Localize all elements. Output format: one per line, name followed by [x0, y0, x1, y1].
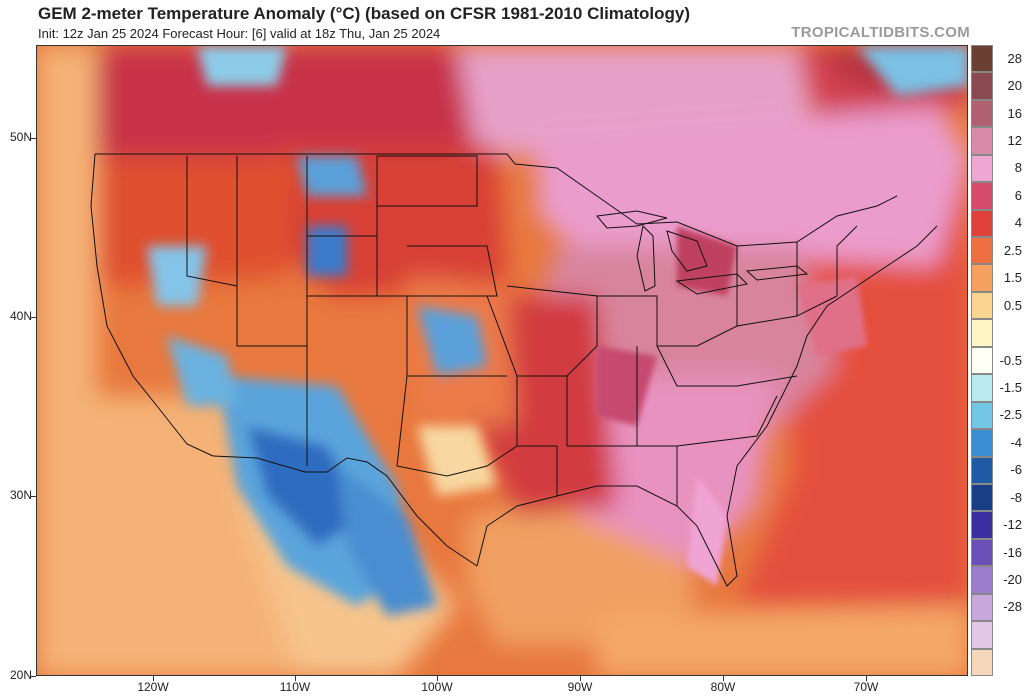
- legend-swatch: [971, 456, 993, 484]
- anomaly-map: [36, 45, 968, 676]
- legend-label: 28: [1007, 50, 1022, 66]
- legend-label: -8: [1010, 489, 1022, 505]
- lat-tick: [30, 496, 36, 497]
- legend-swatch: [971, 621, 993, 649]
- lat-label-20n: 20N: [9, 668, 32, 682]
- legend-label: -12: [1003, 517, 1022, 533]
- legend-swatch: [971, 182, 993, 210]
- site-credit: TROPICALTIDBITS.COM: [791, 24, 970, 41]
- legend-swatch: [971, 72, 993, 100]
- legend-label: 12: [1007, 133, 1022, 149]
- legend-swatch: [971, 648, 993, 676]
- map-title: GEM 2-meter Temperature Anomaly (°C) (ba…: [38, 4, 691, 23]
- legend-swatch: [971, 483, 993, 512]
- color-legend: 28 20 16 12 8 6 4 2.5 1.5 0.5 -0.5 -1.5 -2.5 -4 -6 -8 -1…: [968, 45, 1024, 676]
- legend-swatch: [971, 401, 993, 430]
- lat-label-30n: 30N: [9, 488, 32, 502]
- legend-swatch: [971, 291, 993, 320]
- legend-swatch: [971, 209, 993, 238]
- legend-label: 0.5: [1003, 297, 1022, 313]
- forecast-info: Init: 12z Jan 25 2024 Forecast Hour: [6]…: [38, 26, 441, 41]
- legend-swatch: [971, 319, 993, 347]
- lon-label-90w: 90W: [567, 680, 593, 694]
- legend-swatch: [971, 99, 993, 128]
- legend-label: -2.5: [999, 407, 1022, 423]
- lon-tick: [866, 676, 867, 681]
- legend-swatch: [971, 237, 993, 265]
- legend-swatch: [971, 374, 993, 402]
- legend-label: 6: [1014, 187, 1022, 203]
- legend-label: -1.5: [999, 379, 1022, 395]
- legend-label: -4: [1010, 434, 1022, 450]
- lon-tick: [153, 676, 154, 681]
- legend-label: 2.5: [1003, 242, 1022, 258]
- legend-swatch: [971, 346, 993, 375]
- lon-label-70w: 70W: [853, 680, 879, 694]
- warm-highlights: [597, 226, 867, 586]
- lat-label-50n: 50N: [9, 130, 32, 144]
- legend-swatch: [971, 511, 993, 539]
- legend-label: -28: [1003, 599, 1022, 615]
- lon-label-120w: 120W: [137, 680, 169, 694]
- legend-label: 8: [1014, 160, 1022, 176]
- legend-swatch: [971, 264, 993, 292]
- legend-swatch: [971, 538, 993, 567]
- great-lakes: [596, 210, 809, 295]
- lat-label-40n: 40N: [9, 309, 32, 323]
- legend-swatch: [971, 45, 993, 73]
- legend-label: 1.5: [1003, 270, 1022, 286]
- legend-label: 20: [1007, 78, 1022, 94]
- lon-tick: [580, 676, 581, 681]
- legend-label: -6: [1010, 462, 1022, 478]
- legend-label: -0.5: [999, 352, 1022, 368]
- border-lines: [90, 153, 938, 587]
- lon-tick: [437, 676, 438, 681]
- lon-tick: [295, 676, 296, 681]
- legend-label: -16: [1003, 544, 1022, 560]
- lat-tick: [30, 138, 36, 139]
- lon-label-80w: 80W: [710, 680, 736, 694]
- lon-tick: [723, 676, 724, 681]
- legend-swatch: [971, 593, 993, 622]
- lat-tick: [30, 676, 36, 677]
- legend-label: 4: [1014, 215, 1022, 231]
- legend-swatch: [971, 154, 993, 183]
- anomaly-field: [37, 46, 967, 675]
- lat-tick: [30, 317, 36, 318]
- legend-swatch: [971, 566, 993, 594]
- map-canvas: [37, 46, 967, 675]
- cold-anomalies: [147, 46, 967, 616]
- legend-swatch: [971, 127, 993, 155]
- lon-label-100w: 100W: [421, 680, 453, 694]
- lon-label-110w: 110W: [279, 680, 311, 694]
- legend-swatch: [971, 429, 993, 457]
- legend-label: -20: [1003, 571, 1022, 587]
- legend-label: 16: [1007, 105, 1022, 121]
